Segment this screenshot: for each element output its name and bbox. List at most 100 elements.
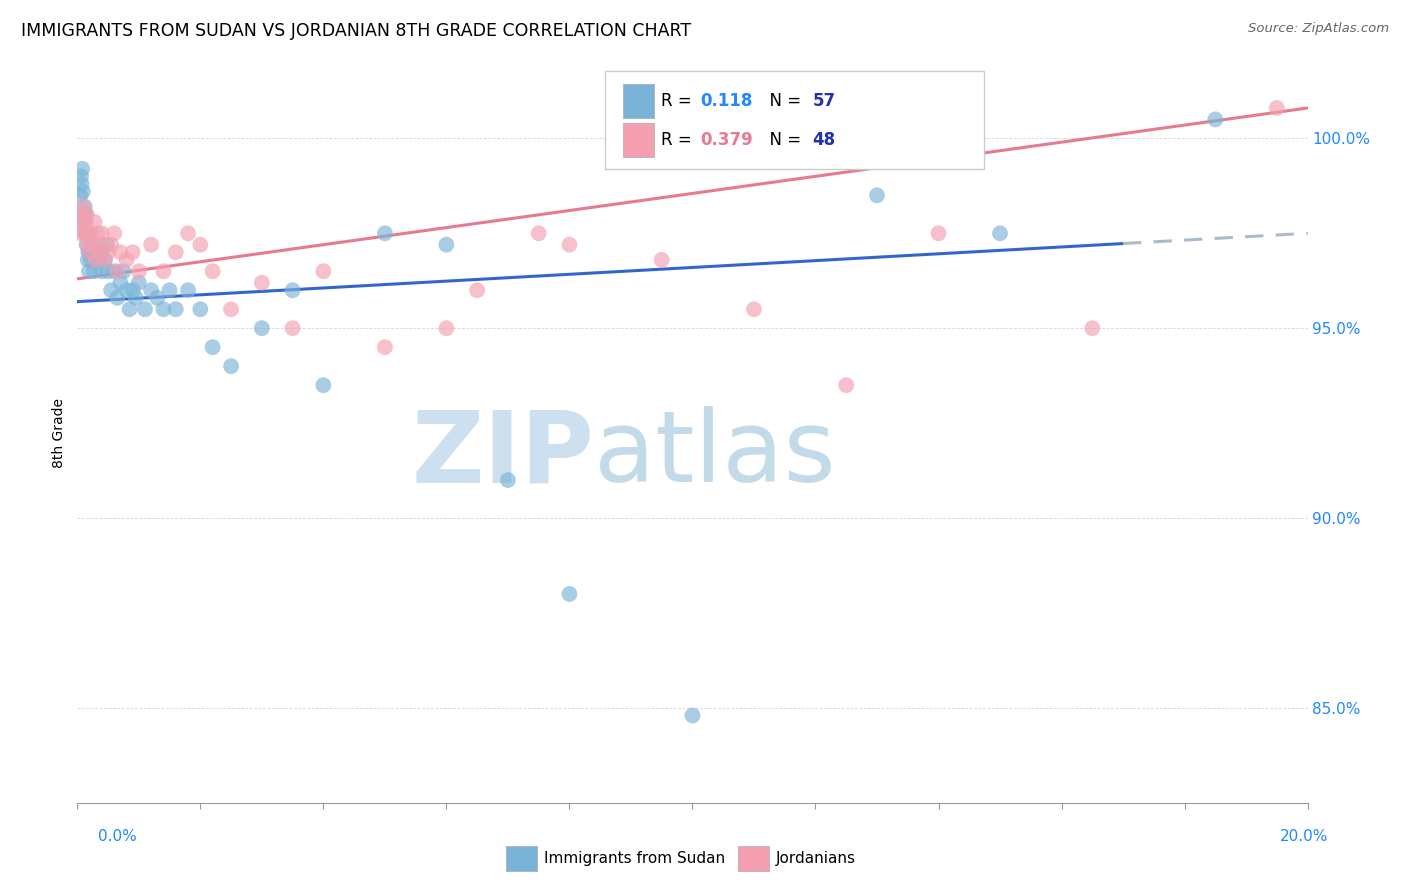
Point bbox=[77, 264, 100, 278]
Point bbox=[73, 200, 96, 214]
Point bbox=[76, 207, 98, 221]
Text: 0.379: 0.379 bbox=[700, 131, 754, 149]
Point bbox=[128, 276, 150, 290]
Point bbox=[75, 207, 97, 221]
Point bbox=[165, 302, 187, 317]
Text: R =: R = bbox=[661, 131, 697, 149]
Point bbox=[121, 283, 143, 297]
Point bbox=[115, 283, 138, 297]
Text: Immigrants from Sudan: Immigrants from Sudan bbox=[544, 851, 725, 865]
Point bbox=[558, 237, 581, 252]
Point bbox=[312, 378, 335, 392]
Point bbox=[94, 252, 117, 267]
Point bbox=[105, 264, 128, 278]
Point bbox=[146, 291, 169, 305]
Point bbox=[103, 264, 125, 278]
Point bbox=[72, 207, 94, 221]
Point bbox=[100, 237, 122, 252]
Point bbox=[76, 237, 98, 252]
Text: 48: 48 bbox=[813, 131, 835, 149]
Point bbox=[742, 302, 765, 317]
Text: IMMIGRANTS FROM SUDAN VS JORDANIAN 8TH GRADE CORRELATION CHART: IMMIGRANTS FROM SUDAN VS JORDANIAN 8TH G… bbox=[21, 22, 692, 40]
Point bbox=[1204, 112, 1226, 127]
Text: N =: N = bbox=[759, 92, 807, 110]
Point bbox=[141, 283, 163, 297]
Point bbox=[90, 264, 114, 278]
Point bbox=[134, 302, 156, 317]
Point bbox=[77, 227, 100, 241]
Point bbox=[281, 283, 304, 297]
Text: atlas: atlas bbox=[595, 407, 835, 503]
Point bbox=[86, 227, 108, 241]
Text: Jordanians: Jordanians bbox=[776, 851, 856, 865]
Point bbox=[558, 587, 581, 601]
Point bbox=[436, 321, 458, 335]
Point bbox=[219, 359, 242, 374]
Text: 20.0%: 20.0% bbox=[1281, 830, 1329, 844]
Point bbox=[70, 169, 93, 184]
Point bbox=[76, 237, 98, 252]
Point bbox=[69, 188, 91, 202]
Point bbox=[79, 245, 101, 260]
Point bbox=[76, 227, 98, 241]
Point bbox=[69, 227, 91, 241]
Point bbox=[177, 227, 200, 241]
Point bbox=[110, 245, 132, 260]
Point bbox=[105, 291, 128, 305]
Point bbox=[97, 264, 120, 278]
Point bbox=[83, 215, 105, 229]
Point bbox=[96, 237, 118, 252]
Point bbox=[112, 264, 135, 278]
Point bbox=[80, 227, 103, 241]
Point bbox=[118, 302, 141, 317]
Y-axis label: 8th Grade: 8th Grade bbox=[52, 398, 66, 467]
Text: R =: R = bbox=[661, 92, 697, 110]
Point bbox=[72, 200, 94, 214]
Point bbox=[72, 185, 94, 199]
Point bbox=[73, 215, 96, 229]
Point bbox=[79, 245, 101, 260]
Point bbox=[75, 227, 97, 241]
Point bbox=[159, 283, 181, 297]
Point bbox=[84, 245, 107, 260]
Text: Source: ZipAtlas.com: Source: ZipAtlas.com bbox=[1249, 22, 1389, 36]
Point bbox=[250, 321, 273, 335]
Point bbox=[496, 473, 519, 487]
Point bbox=[1081, 321, 1104, 335]
Point bbox=[219, 302, 242, 317]
Text: N =: N = bbox=[759, 131, 807, 149]
Point bbox=[70, 177, 93, 191]
Text: ZIP: ZIP bbox=[411, 407, 595, 503]
Point bbox=[87, 252, 110, 267]
Point bbox=[250, 276, 273, 290]
Point bbox=[84, 252, 107, 267]
Point bbox=[152, 302, 174, 317]
Point bbox=[70, 207, 93, 221]
Point bbox=[188, 237, 212, 252]
Point bbox=[90, 227, 114, 241]
Point bbox=[928, 227, 950, 241]
Point bbox=[73, 227, 96, 241]
Point bbox=[177, 283, 200, 297]
Point bbox=[988, 227, 1011, 241]
Point bbox=[115, 252, 138, 267]
Point bbox=[110, 276, 132, 290]
Point bbox=[76, 252, 98, 267]
Text: 57: 57 bbox=[813, 92, 835, 110]
Point bbox=[77, 245, 100, 260]
Point bbox=[312, 264, 335, 278]
Point bbox=[87, 245, 110, 260]
Point bbox=[152, 264, 174, 278]
Point bbox=[94, 252, 117, 267]
Text: 0.118: 0.118 bbox=[700, 92, 752, 110]
Text: 0.0%: 0.0% bbox=[98, 830, 138, 844]
Point bbox=[70, 161, 93, 176]
Point bbox=[201, 340, 224, 354]
Point bbox=[866, 188, 889, 202]
Point bbox=[527, 227, 550, 241]
Point bbox=[465, 283, 488, 297]
Point bbox=[75, 215, 97, 229]
Point bbox=[374, 340, 396, 354]
Point bbox=[201, 264, 224, 278]
Point bbox=[90, 237, 112, 252]
